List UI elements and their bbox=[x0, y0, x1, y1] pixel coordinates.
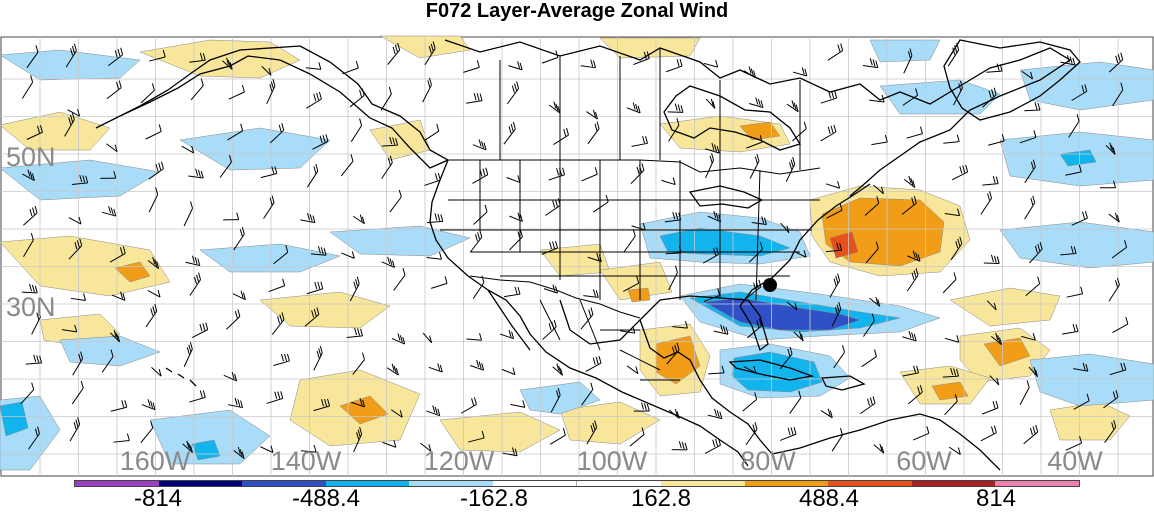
colorbar-label-neg814: -814 bbox=[134, 487, 182, 511]
colorbar-label-neg162: -162.8 bbox=[460, 487, 528, 511]
colorbar-label-pos488: 488.4 bbox=[799, 487, 859, 511]
lon-label-140w: 140W bbox=[271, 448, 342, 475]
colorbar-label-neg488: -488.4 bbox=[292, 487, 360, 511]
lon-label-120w: 120W bbox=[424, 448, 495, 475]
colorbar bbox=[74, 480, 1080, 487]
lat-label-50n: 50N bbox=[6, 144, 56, 171]
colorbar-label-pos162: 162.8 bbox=[631, 487, 691, 511]
lon-label-80w: 80W bbox=[740, 448, 796, 475]
lon-label-60w: 60W bbox=[896, 448, 952, 475]
colorbar-label-pos814: 814 bbox=[976, 487, 1016, 511]
wind-shading-region bbox=[870, 40, 940, 62]
storm-center-marker bbox=[763, 278, 777, 292]
lon-label-100w: 100W bbox=[577, 448, 648, 475]
wind-shading-region bbox=[628, 288, 650, 302]
lon-label-160w: 160W bbox=[120, 448, 191, 475]
lat-label-30n: 30N bbox=[6, 294, 56, 321]
plot-title: F072 Layer-Average Zonal Wind bbox=[0, 0, 1154, 30]
lon-label-40w: 40W bbox=[1047, 448, 1103, 475]
